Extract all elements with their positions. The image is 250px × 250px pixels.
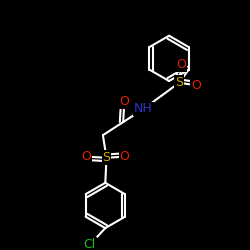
Text: S: S bbox=[175, 76, 183, 89]
Text: O: O bbox=[81, 150, 91, 163]
Text: O: O bbox=[191, 79, 201, 92]
Text: Cl: Cl bbox=[84, 238, 96, 250]
Text: O: O bbox=[176, 58, 186, 71]
Text: NH: NH bbox=[134, 102, 153, 116]
Text: O: O bbox=[120, 95, 129, 108]
Text: S: S bbox=[102, 151, 110, 164]
Text: O: O bbox=[120, 150, 129, 163]
